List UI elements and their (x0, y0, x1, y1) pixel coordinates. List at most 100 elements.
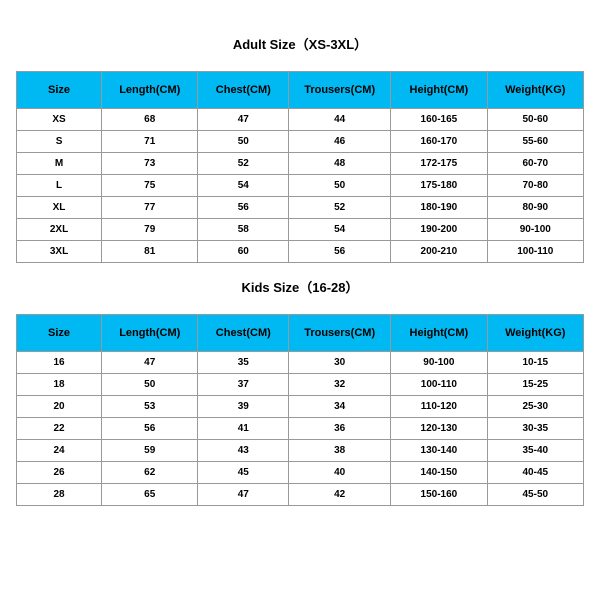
col-height: Height(CM) (391, 315, 487, 352)
table-cell: 160-170 (391, 131, 487, 153)
table-cell: 71 (102, 131, 198, 153)
table-cell: 37 (198, 374, 289, 396)
table-cell: 150-160 (391, 484, 487, 506)
table-cell: 44 (289, 109, 391, 131)
table-cell: 35-40 (487, 440, 583, 462)
table-cell: 3XL (17, 241, 102, 263)
table-header-row: Size Length(CM) Chest(CM) Trousers(CM) H… (17, 315, 584, 352)
col-height: Height(CM) (391, 72, 487, 109)
size-chart-container: Adult Size（XS-3XL） Size Length(CM) Chest… (0, 0, 600, 522)
kids-title: Kids Size（16-28） (16, 277, 584, 296)
col-length: Length(CM) (102, 315, 198, 352)
table-cell: 53 (102, 396, 198, 418)
table-cell: 140-150 (391, 462, 487, 484)
col-chest: Chest(CM) (198, 72, 289, 109)
table-cell: 47 (198, 109, 289, 131)
table-cell: 180-190 (391, 197, 487, 219)
table-cell: 60 (198, 241, 289, 263)
table-row: XL775652180-19080-90 (17, 197, 584, 219)
col-chest: Chest(CM) (198, 315, 289, 352)
table-cell: 25-30 (487, 396, 583, 418)
table-header-row: Size Length(CM) Chest(CM) Trousers(CM) H… (17, 72, 584, 109)
table-cell: 90-100 (487, 219, 583, 241)
table-cell: 34 (289, 396, 391, 418)
table-cell: 75 (102, 175, 198, 197)
table-row: 22564136120-13030-35 (17, 418, 584, 440)
table-cell: 40 (289, 462, 391, 484)
table-row: L755450175-18070-80 (17, 175, 584, 197)
table-cell: 2XL (17, 219, 102, 241)
table-cell: 43 (198, 440, 289, 462)
table-row: 2XL795854190-20090-100 (17, 219, 584, 241)
table-cell: L (17, 175, 102, 197)
table-row: 28654742150-16045-50 (17, 484, 584, 506)
table-cell: 30-35 (487, 418, 583, 440)
table-cell: 54 (289, 219, 391, 241)
table-cell: 110-120 (391, 396, 487, 418)
table-cell: 40-45 (487, 462, 583, 484)
table-cell: 58 (198, 219, 289, 241)
table-cell: 28 (17, 484, 102, 506)
table-cell: 175-180 (391, 175, 487, 197)
table-row: S715046160-17055-60 (17, 131, 584, 153)
table-row: 26624540140-15040-45 (17, 462, 584, 484)
table-cell: 50 (102, 374, 198, 396)
table-cell: 50-60 (487, 109, 583, 131)
table-cell: 47 (198, 484, 289, 506)
table-cell: 200-210 (391, 241, 487, 263)
table-cell: 30 (289, 352, 391, 374)
table-cell: 52 (198, 153, 289, 175)
table-cell: 50 (198, 131, 289, 153)
table-cell: 45-50 (487, 484, 583, 506)
table-cell: 79 (102, 219, 198, 241)
table-cell: 45 (198, 462, 289, 484)
adult-table-body: XS684744160-16550-60S715046160-17055-60M… (17, 109, 584, 263)
table-cell: 59 (102, 440, 198, 462)
table-cell: 70-80 (487, 175, 583, 197)
table-cell: 52 (289, 197, 391, 219)
col-trousers: Trousers(CM) (289, 315, 391, 352)
table-cell: 160-165 (391, 109, 487, 131)
col-size: Size (17, 72, 102, 109)
table-cell: 81 (102, 241, 198, 263)
table-cell: 73 (102, 153, 198, 175)
table-row: 1647353090-10010-15 (17, 352, 584, 374)
table-cell: 39 (198, 396, 289, 418)
table-cell: 35 (198, 352, 289, 374)
table-cell: 32 (289, 374, 391, 396)
table-cell: 60-70 (487, 153, 583, 175)
table-row: 20533934110-12025-30 (17, 396, 584, 418)
col-trousers: Trousers(CM) (289, 72, 391, 109)
table-cell: 10-15 (487, 352, 583, 374)
table-cell: 55-60 (487, 131, 583, 153)
table-cell: 80-90 (487, 197, 583, 219)
table-cell: 65 (102, 484, 198, 506)
table-cell: 24 (17, 440, 102, 462)
table-cell: 41 (198, 418, 289, 440)
table-cell: 56 (198, 197, 289, 219)
table-cell: 18 (17, 374, 102, 396)
table-cell: M (17, 153, 102, 175)
table-cell: 16 (17, 352, 102, 374)
table-cell: 36 (289, 418, 391, 440)
table-row: XS684744160-16550-60 (17, 109, 584, 131)
kids-size-table: Size Length(CM) Chest(CM) Trousers(CM) H… (16, 314, 584, 506)
table-cell: 20 (17, 396, 102, 418)
table-row: 3XL816056200-210100-110 (17, 241, 584, 263)
table-cell: 48 (289, 153, 391, 175)
table-cell: 100-110 (487, 241, 583, 263)
table-cell: 68 (102, 109, 198, 131)
table-cell: 42 (289, 484, 391, 506)
table-cell: 22 (17, 418, 102, 440)
adult-title: Adult Size（XS-3XL） (16, 34, 584, 53)
col-length: Length(CM) (102, 72, 198, 109)
table-cell: XL (17, 197, 102, 219)
col-size: Size (17, 315, 102, 352)
kids-table-body: 1647353090-10010-1518503732100-11015-252… (17, 352, 584, 506)
table-row: 24594338130-14035-40 (17, 440, 584, 462)
table-cell: 62 (102, 462, 198, 484)
col-weight: Weight(KG) (487, 72, 583, 109)
table-row: 18503732100-11015-25 (17, 374, 584, 396)
table-cell: 172-175 (391, 153, 487, 175)
table-cell: 90-100 (391, 352, 487, 374)
